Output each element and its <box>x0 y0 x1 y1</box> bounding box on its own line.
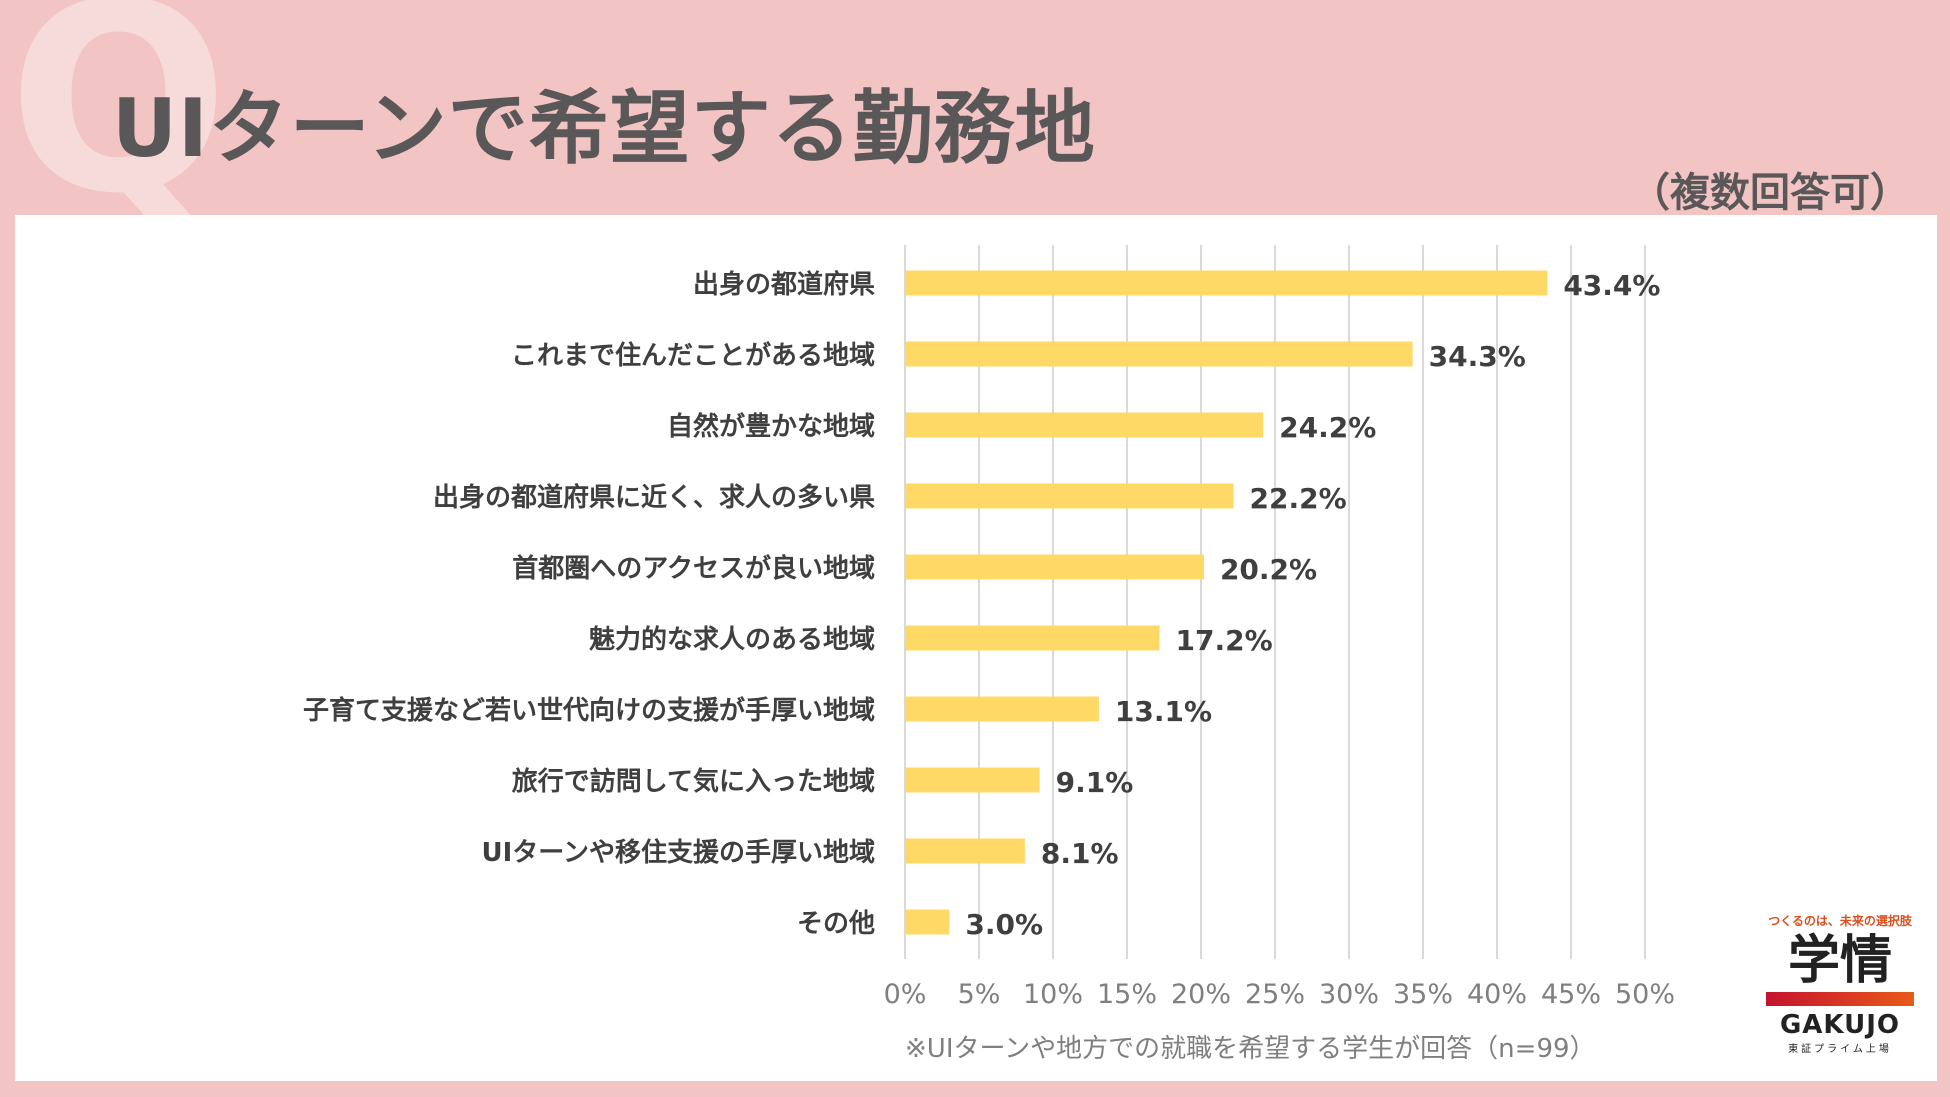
x-tick-label: 25% <box>1245 979 1305 1010</box>
logo-tagline: つくるのは、未来の選択肢 <box>1768 914 1912 928</box>
category-label: 出身の都道府県に近く、求人の多い県 <box>433 482 875 513</box>
bar <box>905 696 1099 722</box>
data-label: 22.2% <box>1250 482 1347 515</box>
page-title: UIターンで希望する勤務地 <box>112 82 1096 175</box>
data-label: 8.1% <box>1041 837 1119 870</box>
category-label: 出身の都道府県 <box>693 269 875 300</box>
bar <box>905 483 1234 509</box>
x-tick-label: 20% <box>1171 979 1231 1010</box>
logo-name: GAKUJO <box>1779 1010 1901 1041</box>
data-label: 13.1% <box>1115 695 1212 728</box>
category-label: 首都圏へのアクセスが良い地域 <box>512 553 875 584</box>
x-tick-label: 35% <box>1393 979 1453 1010</box>
data-label: 9.1% <box>1056 766 1134 799</box>
x-tick-label: 30% <box>1319 979 1379 1010</box>
bar <box>905 412 1264 438</box>
x-tick-label: 15% <box>1097 979 1157 1010</box>
x-tick-label: 5% <box>958 979 1001 1010</box>
data-label: 34.3% <box>1429 340 1526 373</box>
category-label: その他 <box>797 909 875 939</box>
data-label: 43.4% <box>1563 269 1660 302</box>
category-label: 子育て支援など若い世代向けの支援が手厚い地域 <box>303 695 875 726</box>
logo-gradient-bar <box>1766 992 1914 1007</box>
category-label: 自然が豊かな地域 <box>667 411 875 442</box>
x-tick-label: 40% <box>1467 979 1527 1010</box>
bar <box>905 838 1025 864</box>
q-mark: Q <box>8 0 230 251</box>
logo-mark: 学情 <box>1787 931 1892 991</box>
footnote: ※UIターンや地方での就職を希望する学生が回答（n=99） <box>905 1034 1596 1064</box>
bar-chart: 0% 5% 10% 15% 20% 25% 30% 35% 40% 45% 50% 出身の都道府県 43… <box>303 245 1675 1010</box>
category-label: これまで住んだことがある地域 <box>511 340 875 371</box>
x-tick-label: 45% <box>1541 979 1601 1010</box>
category-label: UIターンや移住支援の手厚い地域 <box>482 837 876 868</box>
bar <box>905 625 1160 651</box>
bar <box>905 554 1204 580</box>
x-tick-label: 50% <box>1615 979 1675 1010</box>
chart-panel: 0% 5% 10% 15% 20% 25% 30% 35% 40% 45% 50% 出身の都道府県 43… <box>15 215 1937 1081</box>
bar <box>905 270 1548 296</box>
page-subtitle: （複数回答可） <box>1630 170 1910 216</box>
x-tick-label: 10% <box>1023 979 1083 1010</box>
data-label: 3.0% <box>965 908 1043 941</box>
bar <box>905 909 950 935</box>
data-label: 24.2% <box>1279 411 1376 444</box>
bar <box>905 767 1040 793</box>
gakujo-logo: つくるのは、未来の選択肢 学情 GAKUJO 東証プライム上場 <box>1760 912 1920 1055</box>
logo-listing: 東証プライム上場 <box>1788 1044 1892 1056</box>
x-tick-label: 0% <box>884 979 927 1010</box>
category-label: 魅力的な求人のある地域 <box>589 624 875 655</box>
data-label: 20.2% <box>1220 553 1317 586</box>
data-label: 17.2% <box>1176 624 1273 657</box>
bar <box>905 341 1413 367</box>
category-label: 旅行で訪問して気に入った地域 <box>512 766 875 797</box>
